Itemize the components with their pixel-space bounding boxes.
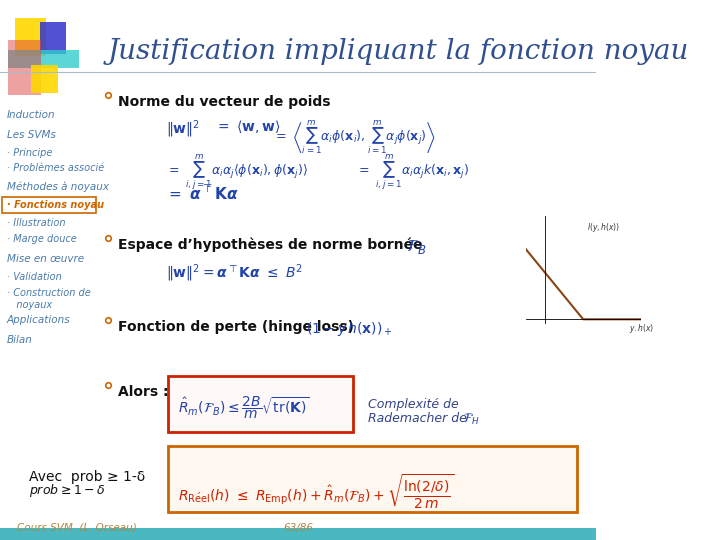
Text: $= \ \sum_{i,j=1}^{m} \alpha_i \alpha_j k(\mathbf{x}_i, \mathbf{x}_j)$: $= \ \sum_{i,j=1}^{m} \alpha_i \alpha_j … (356, 152, 469, 192)
Text: Norme du vecteur de poids: Norme du vecteur de poids (117, 95, 330, 109)
Text: $y.h(x)$: $y.h(x)$ (629, 322, 654, 335)
Text: Applications: Applications (6, 315, 71, 325)
Text: Cours SVM  (L. Orseau): Cours SVM (L. Orseau) (17, 523, 136, 533)
Text: · Principe: · Principe (6, 148, 52, 158)
Text: Bilan: Bilan (6, 335, 32, 345)
Text: $= \ \langle \mathbf{w}, \mathbf{w} \rangle$: $= \ \langle \mathbf{w}, \mathbf{w} \ran… (215, 118, 281, 135)
Text: Rademacher de: Rademacher de (369, 412, 467, 425)
Text: $l(y, h(x))$: $l(y, h(x))$ (587, 221, 620, 234)
Text: $\|\mathbf{w}\|^2$: $\|\mathbf{w}\|^2$ (166, 118, 199, 140)
Text: $\hat{R}_m(\mathcal{F}_B) \leq \dfrac{2B}{m}\sqrt{\mathrm{tr}(\mathbf{K})}$: $\hat{R}_m(\mathcal{F}_B) \leq \dfrac{2B… (178, 395, 310, 421)
Text: $(1 - y\,h(\mathbf{x}))_+$: $(1 - y\,h(\mathbf{x}))_+$ (306, 320, 393, 338)
Text: $\mathcal{F}_H$: $\mathcal{F}_H$ (464, 412, 480, 427)
FancyBboxPatch shape (8, 50, 78, 68)
Text: $= \ \left\langle \sum_{i=1}^{m} \alpha_i \phi(\mathbf{x}_i), \sum_{i=1}^{m} \al: $= \ \left\langle \sum_{i=1}^{m} \alpha_… (273, 118, 436, 156)
Text: Mise en œuvre: Mise en œuvre (6, 254, 84, 264)
Text: Méthodes à noyaux: Méthodes à noyaux (6, 182, 109, 192)
Text: · Illustration: · Illustration (6, 218, 65, 228)
FancyBboxPatch shape (32, 65, 58, 93)
Text: · Construction de
   noyaux: · Construction de noyaux (6, 288, 91, 309)
Text: · Validation: · Validation (6, 272, 61, 282)
Text: Alors :: Alors : (117, 385, 168, 399)
FancyBboxPatch shape (1, 197, 96, 213)
Text: Espace d’hypothèses de norme bornée: Espace d’hypothèses de norme bornée (117, 238, 422, 253)
Bar (0, 528, 596, 540)
FancyBboxPatch shape (40, 22, 66, 54)
Text: $prob \geq 1 - \delta$: $prob \geq 1 - \delta$ (29, 482, 105, 499)
Text: · Marge douce: · Marge douce (6, 234, 76, 244)
FancyBboxPatch shape (168, 446, 577, 512)
Text: 63/86: 63/86 (283, 523, 313, 533)
Text: · Fonctions noyau: · Fonctions noyau (6, 200, 104, 210)
FancyBboxPatch shape (8, 40, 41, 95)
Text: Avec  prob ≥ 1-δ: Avec prob ≥ 1-δ (29, 470, 145, 484)
Text: $= \ \boldsymbol{\alpha}^\top \mathbf{K} \boldsymbol{\alpha}$: $= \ \boldsymbol{\alpha}^\top \mathbf{K}… (166, 185, 238, 203)
Text: Induction: Induction (6, 110, 55, 120)
Text: $\mathcal{F}_B$: $\mathcal{F}_B$ (405, 238, 426, 256)
Text: · Problèmes associé: · Problèmes associé (6, 163, 104, 173)
Text: $= \ \sum_{i,j=1}^{m} \alpha_i \alpha_j \langle \phi(\mathbf{x}_i), \phi(\mathbf: $= \ \sum_{i,j=1}^{m} \alpha_i \alpha_j … (166, 152, 307, 192)
Text: Justification impliquant la fonction noyau: Justification impliquant la fonction noy… (107, 38, 689, 65)
Text: $R_{\mathrm{R\acute{e}el}}(h) \ \leq \ R_{\mathrm{Emp}}(h) + \hat{R}_m(\mathcal{: $R_{\mathrm{R\acute{e}el}}(h) \ \leq \ R… (178, 472, 454, 511)
Text: $\|\mathbf{w}\|^2 = \boldsymbol{\alpha}^\top \mathbf{K} \boldsymbol{\alpha} \ \l: $\|\mathbf{w}\|^2 = \boldsymbol{\alpha}^… (166, 262, 302, 284)
Text: Les SVMs: Les SVMs (6, 130, 55, 140)
FancyBboxPatch shape (168, 376, 354, 432)
Text: Fonction de perte (hinge loss): Fonction de perte (hinge loss) (117, 320, 354, 334)
Text: Complexité de: Complexité de (369, 398, 459, 411)
FancyBboxPatch shape (15, 18, 46, 56)
